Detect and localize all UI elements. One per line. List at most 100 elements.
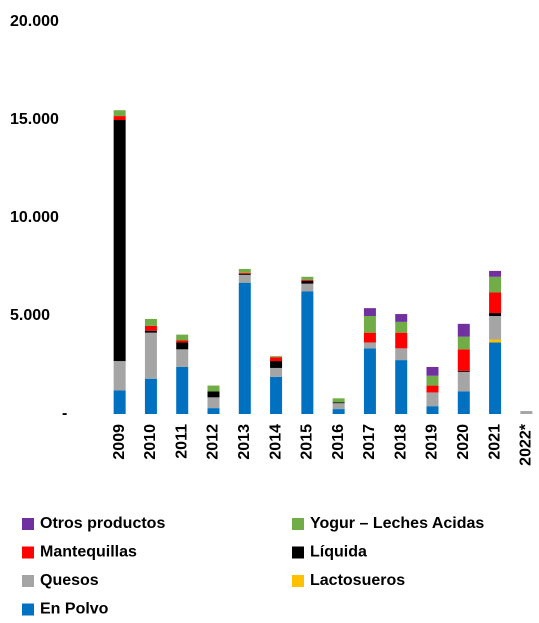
bar-segment bbox=[176, 340, 189, 343]
bar-segment bbox=[270, 357, 283, 362]
x-tick-label: 2020 bbox=[455, 424, 472, 460]
x-tick-label: 2015 bbox=[299, 424, 316, 460]
bar-segment bbox=[207, 408, 220, 414]
bar-segment bbox=[426, 406, 439, 414]
x-tick-label: 2019 bbox=[424, 424, 441, 460]
bar-segment bbox=[176, 366, 189, 414]
bar-segment bbox=[332, 409, 345, 414]
bar-segment bbox=[332, 403, 345, 410]
bar-segment bbox=[301, 280, 314, 284]
bar-segment bbox=[332, 402, 345, 404]
y-tick-label: 10.000 bbox=[10, 209, 59, 226]
bar-segment bbox=[176, 334, 189, 341]
legend-label: Yogur – Leches Acidas bbox=[310, 515, 484, 532]
legend-swatch bbox=[22, 518, 34, 530]
legend-swatch bbox=[292, 575, 304, 587]
bar-segment bbox=[144, 330, 157, 333]
bar-segment bbox=[301, 276, 314, 280]
legend-label: Quesos bbox=[40, 572, 99, 589]
bar-segment bbox=[113, 110, 126, 117]
bar-segment bbox=[520, 411, 533, 414]
y-tick-label: 20.000 bbox=[10, 13, 59, 30]
bar-segment bbox=[113, 390, 126, 414]
bar-segment bbox=[270, 361, 283, 368]
x-tick-label: 2021 bbox=[486, 424, 503, 460]
bar-segment bbox=[207, 397, 220, 409]
y-tick-label: 5.000 bbox=[10, 307, 50, 324]
bar-segment bbox=[301, 283, 314, 292]
bar-segment bbox=[489, 342, 502, 414]
bar-segment bbox=[238, 268, 251, 273]
legend-swatch bbox=[292, 518, 304, 530]
x-tick-label: 2013 bbox=[236, 424, 253, 460]
legend-label: Lactosueros bbox=[310, 572, 405, 589]
bar-segment bbox=[489, 270, 502, 277]
bar-segment bbox=[363, 308, 376, 316]
bar-segment bbox=[238, 282, 251, 414]
bar-segment bbox=[426, 385, 439, 393]
bar-segment bbox=[144, 318, 157, 326]
bar-segment bbox=[363, 348, 376, 414]
bar-segment bbox=[207, 385, 220, 392]
legend-swatch bbox=[292, 546, 304, 559]
legend-swatch bbox=[22, 546, 34, 559]
bar-segment bbox=[363, 316, 376, 333]
bar-segment bbox=[457, 391, 470, 414]
bar-segment bbox=[144, 378, 157, 414]
bar-segment bbox=[144, 325, 157, 331]
bar-segment bbox=[207, 391, 220, 398]
x-tick-label: 2009 bbox=[111, 424, 128, 460]
y-tick-label: 15.000 bbox=[10, 111, 59, 128]
bar-segment bbox=[457, 370, 470, 372]
x-tick-label: 2022* bbox=[518, 423, 535, 466]
bar-segment bbox=[113, 116, 126, 120]
bar-segment bbox=[332, 398, 345, 403]
legend-swatch bbox=[22, 603, 34, 616]
bar-segment bbox=[363, 332, 376, 343]
bar-segment bbox=[395, 348, 408, 361]
bar-segment bbox=[395, 332, 408, 349]
bar-segment bbox=[457, 336, 470, 350]
x-tick-label: 2010 bbox=[142, 424, 159, 460]
bar-segment bbox=[426, 375, 439, 386]
bar-segment bbox=[426, 366, 439, 376]
bar-segment bbox=[489, 313, 502, 316]
legend-label: En Polvo bbox=[40, 601, 109, 618]
bar-segment bbox=[457, 349, 470, 371]
bar-segment bbox=[489, 339, 502, 343]
bar-segment bbox=[489, 292, 502, 314]
legend-label: Otros productos bbox=[40, 515, 165, 532]
legend-swatch bbox=[22, 575, 34, 587]
x-tick-label: 2014 bbox=[267, 424, 284, 460]
bar-segment bbox=[270, 367, 283, 377]
bar-segment bbox=[489, 316, 502, 340]
bar-segment bbox=[395, 321, 408, 333]
legend-label: Líquida bbox=[310, 544, 367, 561]
x-tick-label: 2011 bbox=[173, 424, 190, 459]
legend-label: Mantequillas bbox=[40, 544, 137, 561]
bar-segment bbox=[457, 323, 470, 337]
bar-segment bbox=[395, 314, 408, 322]
bar-segment bbox=[144, 332, 157, 379]
bar-segment bbox=[238, 273, 251, 275]
bar-segment bbox=[395, 360, 408, 414]
y-tick-label: - bbox=[62, 405, 67, 422]
bar-segment bbox=[363, 342, 376, 349]
bar-segment bbox=[301, 291, 314, 414]
bar-segment bbox=[457, 371, 470, 392]
bar-segment bbox=[113, 120, 126, 362]
bar-segment bbox=[176, 349, 189, 367]
bar-segment bbox=[489, 276, 502, 293]
bar-segment bbox=[426, 392, 439, 407]
x-tick-label: 2017 bbox=[361, 424, 378, 460]
x-tick-label: 2016 bbox=[330, 424, 347, 460]
x-tick-label: 2012 bbox=[205, 424, 222, 460]
bar-segment bbox=[238, 274, 251, 283]
bar-segment bbox=[301, 279, 314, 281]
x-tick-label: 2018 bbox=[392, 424, 409, 460]
bar-segment bbox=[176, 342, 189, 350]
bar-segment bbox=[270, 376, 283, 414]
bar-segment bbox=[113, 361, 126, 391]
bar-segment bbox=[238, 272, 251, 274]
